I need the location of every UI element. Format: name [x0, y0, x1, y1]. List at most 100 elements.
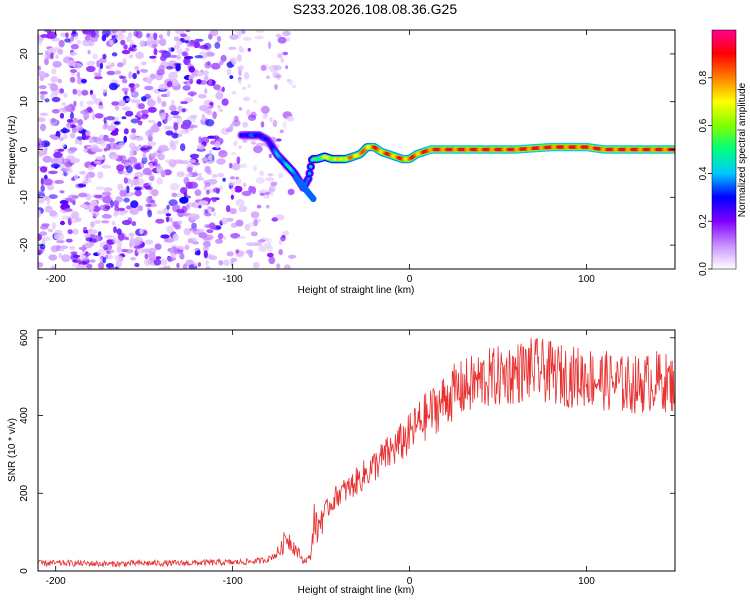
colorbar: 0.0 0.2 0.4 0.6 0.8 Normalized spectral ampl…	[698, 29, 748, 276]
spectrogram-noise-blob	[132, 72, 137, 80]
spectrogram-noise-blob	[167, 47, 172, 52]
spectrogram-noise-blob	[214, 140, 221, 149]
spectrogram-noise-blob	[94, 194, 103, 199]
spectrogram-noise-blob	[229, 75, 234, 79]
spectrogram-noise-blob	[202, 245, 209, 254]
spectrogram-noise-blob	[145, 203, 152, 208]
spectrogram-noise-blob	[207, 206, 212, 210]
spectrogram-noise-blob	[72, 201, 76, 206]
spectrogram-noise-blob	[81, 89, 89, 96]
spectrogram-noise-blob	[150, 124, 159, 132]
spectrogram-noise-blob	[278, 240, 283, 245]
spectrogram-noise-blob	[86, 106, 93, 113]
spectrogram-noise-blob	[228, 181, 236, 186]
spectrogram-noise-blob	[44, 98, 50, 103]
spectrogram-y-tick-label: -10	[19, 190, 30, 205]
spectrogram-x-tick-label: 0	[407, 274, 413, 285]
spectrogram-noise-blob	[39, 231, 48, 236]
spectrogram-noise-blob	[116, 245, 122, 254]
spectrogram-noise-blob	[102, 196, 112, 204]
spectrogram-noise-blob	[98, 262, 105, 269]
spectrogram-noise-blob	[291, 84, 297, 89]
spectrogram-noise-blob	[108, 82, 119, 91]
snr-y-tick-label: 0	[19, 568, 30, 574]
spectrogram-noise-blob	[125, 98, 132, 102]
spectrogram-noise-blob	[138, 103, 145, 110]
spectrogram-noise-blob	[152, 59, 157, 63]
spectrogram-noise-blob	[114, 255, 123, 262]
spectrogram-noise-blob	[95, 186, 105, 191]
spectrogram-noise-blob	[43, 178, 53, 186]
spectrogram-noise-blob	[141, 113, 149, 118]
spectrogram-noise-blob	[145, 186, 153, 191]
spectrogram-noise-blob	[117, 142, 125, 148]
spectrogram-noise-blob	[209, 30, 219, 37]
spectrogram-noise-blob	[141, 96, 147, 102]
spectrogram-noise-blob	[141, 109, 149, 115]
spectrogram-noise-blob	[121, 106, 131, 111]
spectrogram-noise-blob	[144, 239, 154, 245]
spectrogram-noise-blob	[76, 89, 82, 97]
snr-x-ticks: -200 -100 0 100	[46, 330, 595, 587]
spectrogram-noise-blob	[124, 236, 130, 241]
spectrogram-noise-blob	[156, 95, 161, 102]
spectrogram-noise-blob	[185, 30, 191, 33]
spectrogram-noise-blob	[106, 125, 116, 131]
spectrogram-noise-blob	[70, 253, 79, 261]
spectrogram-noise-blob	[241, 30, 246, 34]
spectrogram-noise-blob	[179, 196, 189, 204]
spectrogram-noise-blob	[173, 44, 180, 50]
spectrogram-noise-blob	[121, 49, 131, 55]
spectrogram-noise-blob	[238, 145, 242, 149]
spectrogram-noise-blob	[187, 229, 192, 233]
spectrogram-noise-blob	[153, 258, 162, 266]
spectrogram-noise-blob	[288, 254, 297, 259]
spectrogram-noise-blob	[73, 174, 79, 181]
spectrogram-noise-blob	[128, 232, 135, 238]
spectrogram-noise-blob	[264, 191, 271, 196]
spectrogram-noise-blob	[260, 65, 267, 71]
spectrogram-noise-blob	[61, 158, 71, 165]
spectrogram-noise-blob	[140, 62, 147, 66]
spectrogram-noise-layer	[38, 30, 297, 269]
spectrogram-noise-blob	[238, 107, 242, 111]
spectrogram-noise-blob	[92, 112, 96, 121]
spectrogram-noise-blob	[259, 192, 266, 196]
spectrogram-noise-blob	[99, 62, 104, 69]
spectrogram-noise-blob	[123, 197, 130, 203]
spectrogram-noise-blob	[40, 185, 45, 192]
spectrogram-noise-blob	[256, 204, 262, 209]
spectrogram-noise-blob	[40, 34, 50, 38]
spectrogram-noise-blob	[172, 115, 181, 119]
spectrogram-noise-blob	[156, 177, 163, 185]
spectrogram-noise-blob	[70, 51, 78, 56]
spectrogram-noise-blob	[114, 205, 120, 212]
spectrogram-noise-blob	[221, 86, 225, 93]
spectrogram-noise-blob	[83, 252, 92, 257]
spectrogram-noise-blob	[122, 58, 127, 66]
spectrogram-y-tick-label: -20	[19, 237, 30, 252]
spectrogram-noise-blob	[286, 37, 291, 42]
spectrogram-noise-blob	[206, 61, 211, 66]
spectrogram-noise-blob	[38, 85, 47, 90]
spectrogram-noise-blob	[113, 226, 117, 234]
spectrogram-noise-blob	[204, 182, 211, 188]
spectrogram-noise-blob	[58, 252, 63, 259]
spectrogram-noise-blob	[183, 192, 188, 198]
spectrogram-noise-blob	[203, 75, 209, 81]
spectrogram-noise-blob	[117, 232, 125, 241]
spectrogram-noise-blob	[247, 47, 251, 52]
spectrogram-noise-blob	[110, 131, 119, 136]
spectrogram-noise-blob	[238, 45, 243, 53]
spectrogram-noise-blob	[180, 122, 191, 130]
spectrogram-noise-blob	[206, 189, 210, 195]
spectrogram-noise-blob	[86, 65, 96, 73]
spectrogram-noise-blob	[154, 243, 162, 250]
spectrogram-noise-blob	[64, 167, 73, 174]
spectrogram-noise-blob	[265, 177, 275, 182]
spectrogram-noise-blob	[39, 166, 48, 173]
spectrogram-noise-blob	[123, 128, 129, 135]
spectrogram-noise-blob	[64, 38, 71, 43]
spectrogram-noise-blob	[272, 119, 278, 128]
spectrogram-noise-blob	[275, 74, 282, 79]
